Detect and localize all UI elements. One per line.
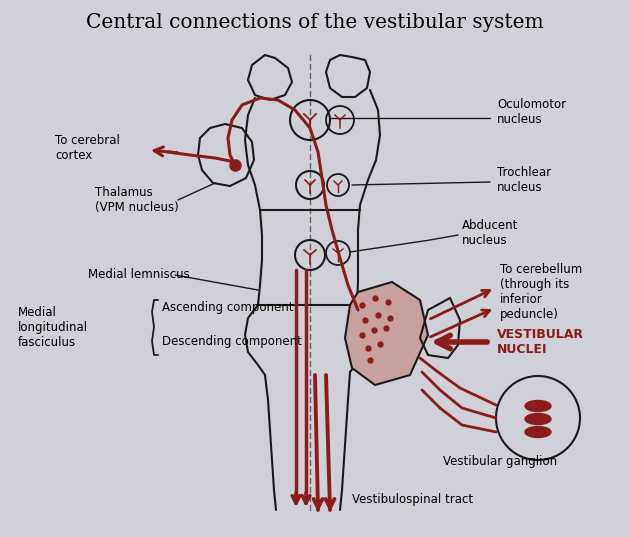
Text: Descending component: Descending component [162,336,302,349]
Text: Oculomotor
nucleus: Oculomotor nucleus [497,98,566,126]
Text: Trochlear
nucleus: Trochlear nucleus [497,166,551,194]
Ellipse shape [525,413,551,425]
Text: To cerebellum
(through its
inferior
peduncle): To cerebellum (through its inferior pedu… [500,263,582,321]
Text: Medial
longitudinal
fasciculus: Medial longitudinal fasciculus [18,307,88,350]
Ellipse shape [525,401,551,411]
Polygon shape [345,282,428,385]
Text: Medial lemniscus: Medial lemniscus [88,268,190,281]
Ellipse shape [525,426,551,438]
Text: Central connections of the vestibular system: Central connections of the vestibular sy… [86,12,544,32]
Text: VESTIBULAR
NUCLEI: VESTIBULAR NUCLEI [497,328,584,356]
Text: To cerebral
cortex: To cerebral cortex [55,134,120,162]
Text: Vestibular ganglion: Vestibular ganglion [443,455,557,468]
Text: Thalamus
(VPM nucleus): Thalamus (VPM nucleus) [95,186,179,214]
Text: Abducent
nucleus: Abducent nucleus [462,219,518,247]
Text: Ascending component: Ascending component [162,301,294,315]
Text: Vestibulospinal tract: Vestibulospinal tract [352,494,473,506]
